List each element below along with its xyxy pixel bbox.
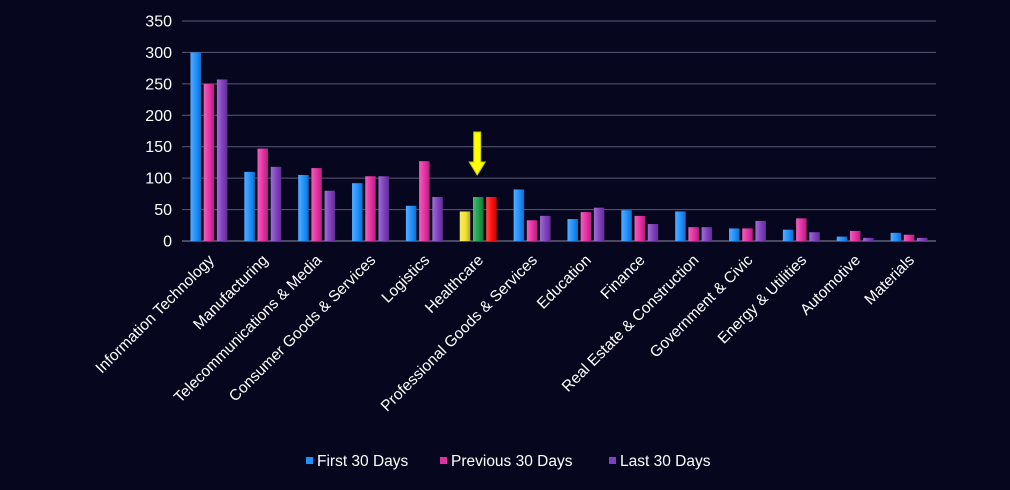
bar-first-30-days [890,232,902,241]
legend-swatch [609,457,616,464]
y-axis-ticks: 0 50 100 150 200 250 300 350 [145,14,172,251]
bar-first-30-days [729,228,740,241]
y-tick-label: 200 [145,108,172,125]
x-category-label: Government & Civic [647,252,757,362]
legend: First 30 Days Previous 30 Days Last 30 Day… [306,453,711,470]
bar-last-30-days [216,79,228,241]
y-tick-label: 100 [145,171,172,188]
bar-previous-30-days [419,161,430,241]
legend-swatch [440,457,447,464]
bar-first-30-days [621,210,632,241]
x-category-label: Finance [598,252,649,303]
y-tick-label: 150 [145,139,172,156]
bar-first-30-days [190,52,201,241]
bar-last-30-days [540,215,551,241]
x-category-label: Logistics [379,252,434,307]
bar-previous-30-days [688,227,699,241]
bar-first-30-days [352,183,363,241]
bar-last-30-days [270,166,282,241]
bar-last-30-days [917,237,928,241]
bar-previous-30-days [257,148,269,241]
bar-previous-30-days [472,197,484,241]
bar-previous-30-days [634,215,646,241]
y-tick-label: 0 [163,234,172,251]
bar-last-30-days [647,224,659,241]
bars [190,52,928,241]
y-tick-label: 250 [145,76,172,93]
bar-previous-30-days [742,228,753,241]
bar-previous-30-days [311,168,322,241]
y-tick-label: 300 [145,45,172,62]
gridlines [182,20,936,242]
y-tick-label: 50 [154,202,172,219]
bar-last-30-days [755,220,766,241]
bar-first-30-days [675,211,686,241]
bar-previous-30-days [903,234,915,241]
bar-previous-30-days [365,176,376,241]
bar-first-30-days [567,219,578,241]
bar-last-30-days [593,207,605,241]
highlight-arrow-icon [468,131,487,176]
bar-first-30-days [513,189,525,241]
bar-first-30-days [459,211,471,241]
arrow-down-icon [468,131,487,176]
bar-previous-30-days [796,218,807,241]
legend-label: First 30 Days [317,453,409,470]
bar-first-30-days [405,205,417,241]
bar-last-30-days [432,197,443,241]
legend-label: Last 30 Days [620,453,711,470]
x-category-label: Education [534,252,595,313]
bar-previous-30-days [526,220,538,241]
bar-previous-30-days [849,230,861,241]
legend-label: Previous 30 Days [451,453,573,470]
bar-last-30-days [486,197,497,241]
bar-last-30-days [809,232,820,241]
bar-last-30-days [701,227,713,241]
bar-first-30-days [298,175,309,241]
bar-previous-30-days [203,83,215,241]
bar-first-30-days [782,229,794,241]
x-category-label: Materials [861,252,918,309]
bar-last-30-days [324,190,336,241]
bar-first-30-days [244,171,255,241]
bar-first-30-days [836,236,848,241]
y-tick-label: 350 [145,14,172,31]
bar-previous-30-days [580,212,592,241]
bar-last-30-days [378,176,389,241]
bar-last-30-days [863,237,874,241]
x-axis-labels: Information TechnologyManufacturingTelec… [93,252,918,415]
legend-swatch [306,457,313,464]
